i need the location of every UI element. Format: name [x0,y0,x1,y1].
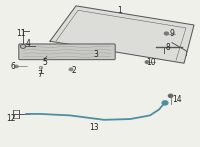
Circle shape [162,101,168,105]
Text: 5: 5 [43,58,47,67]
Text: 1: 1 [118,6,122,15]
Text: 14: 14 [172,95,182,104]
Circle shape [168,94,173,98]
FancyBboxPatch shape [19,44,115,60]
Circle shape [145,61,149,64]
Text: 11: 11 [16,29,26,38]
Circle shape [15,65,18,68]
Text: 9: 9 [170,29,174,38]
Circle shape [69,68,73,71]
Text: 12: 12 [6,114,16,123]
Text: 2: 2 [72,66,76,75]
Text: 10: 10 [146,58,156,67]
Text: 13: 13 [89,123,99,132]
Circle shape [43,58,47,61]
Text: 8: 8 [166,43,170,52]
Text: 7: 7 [38,70,42,80]
Text: 6: 6 [11,62,15,71]
Text: 3: 3 [94,50,98,59]
Text: 4: 4 [26,39,30,48]
Circle shape [164,32,169,35]
Polygon shape [50,6,194,63]
